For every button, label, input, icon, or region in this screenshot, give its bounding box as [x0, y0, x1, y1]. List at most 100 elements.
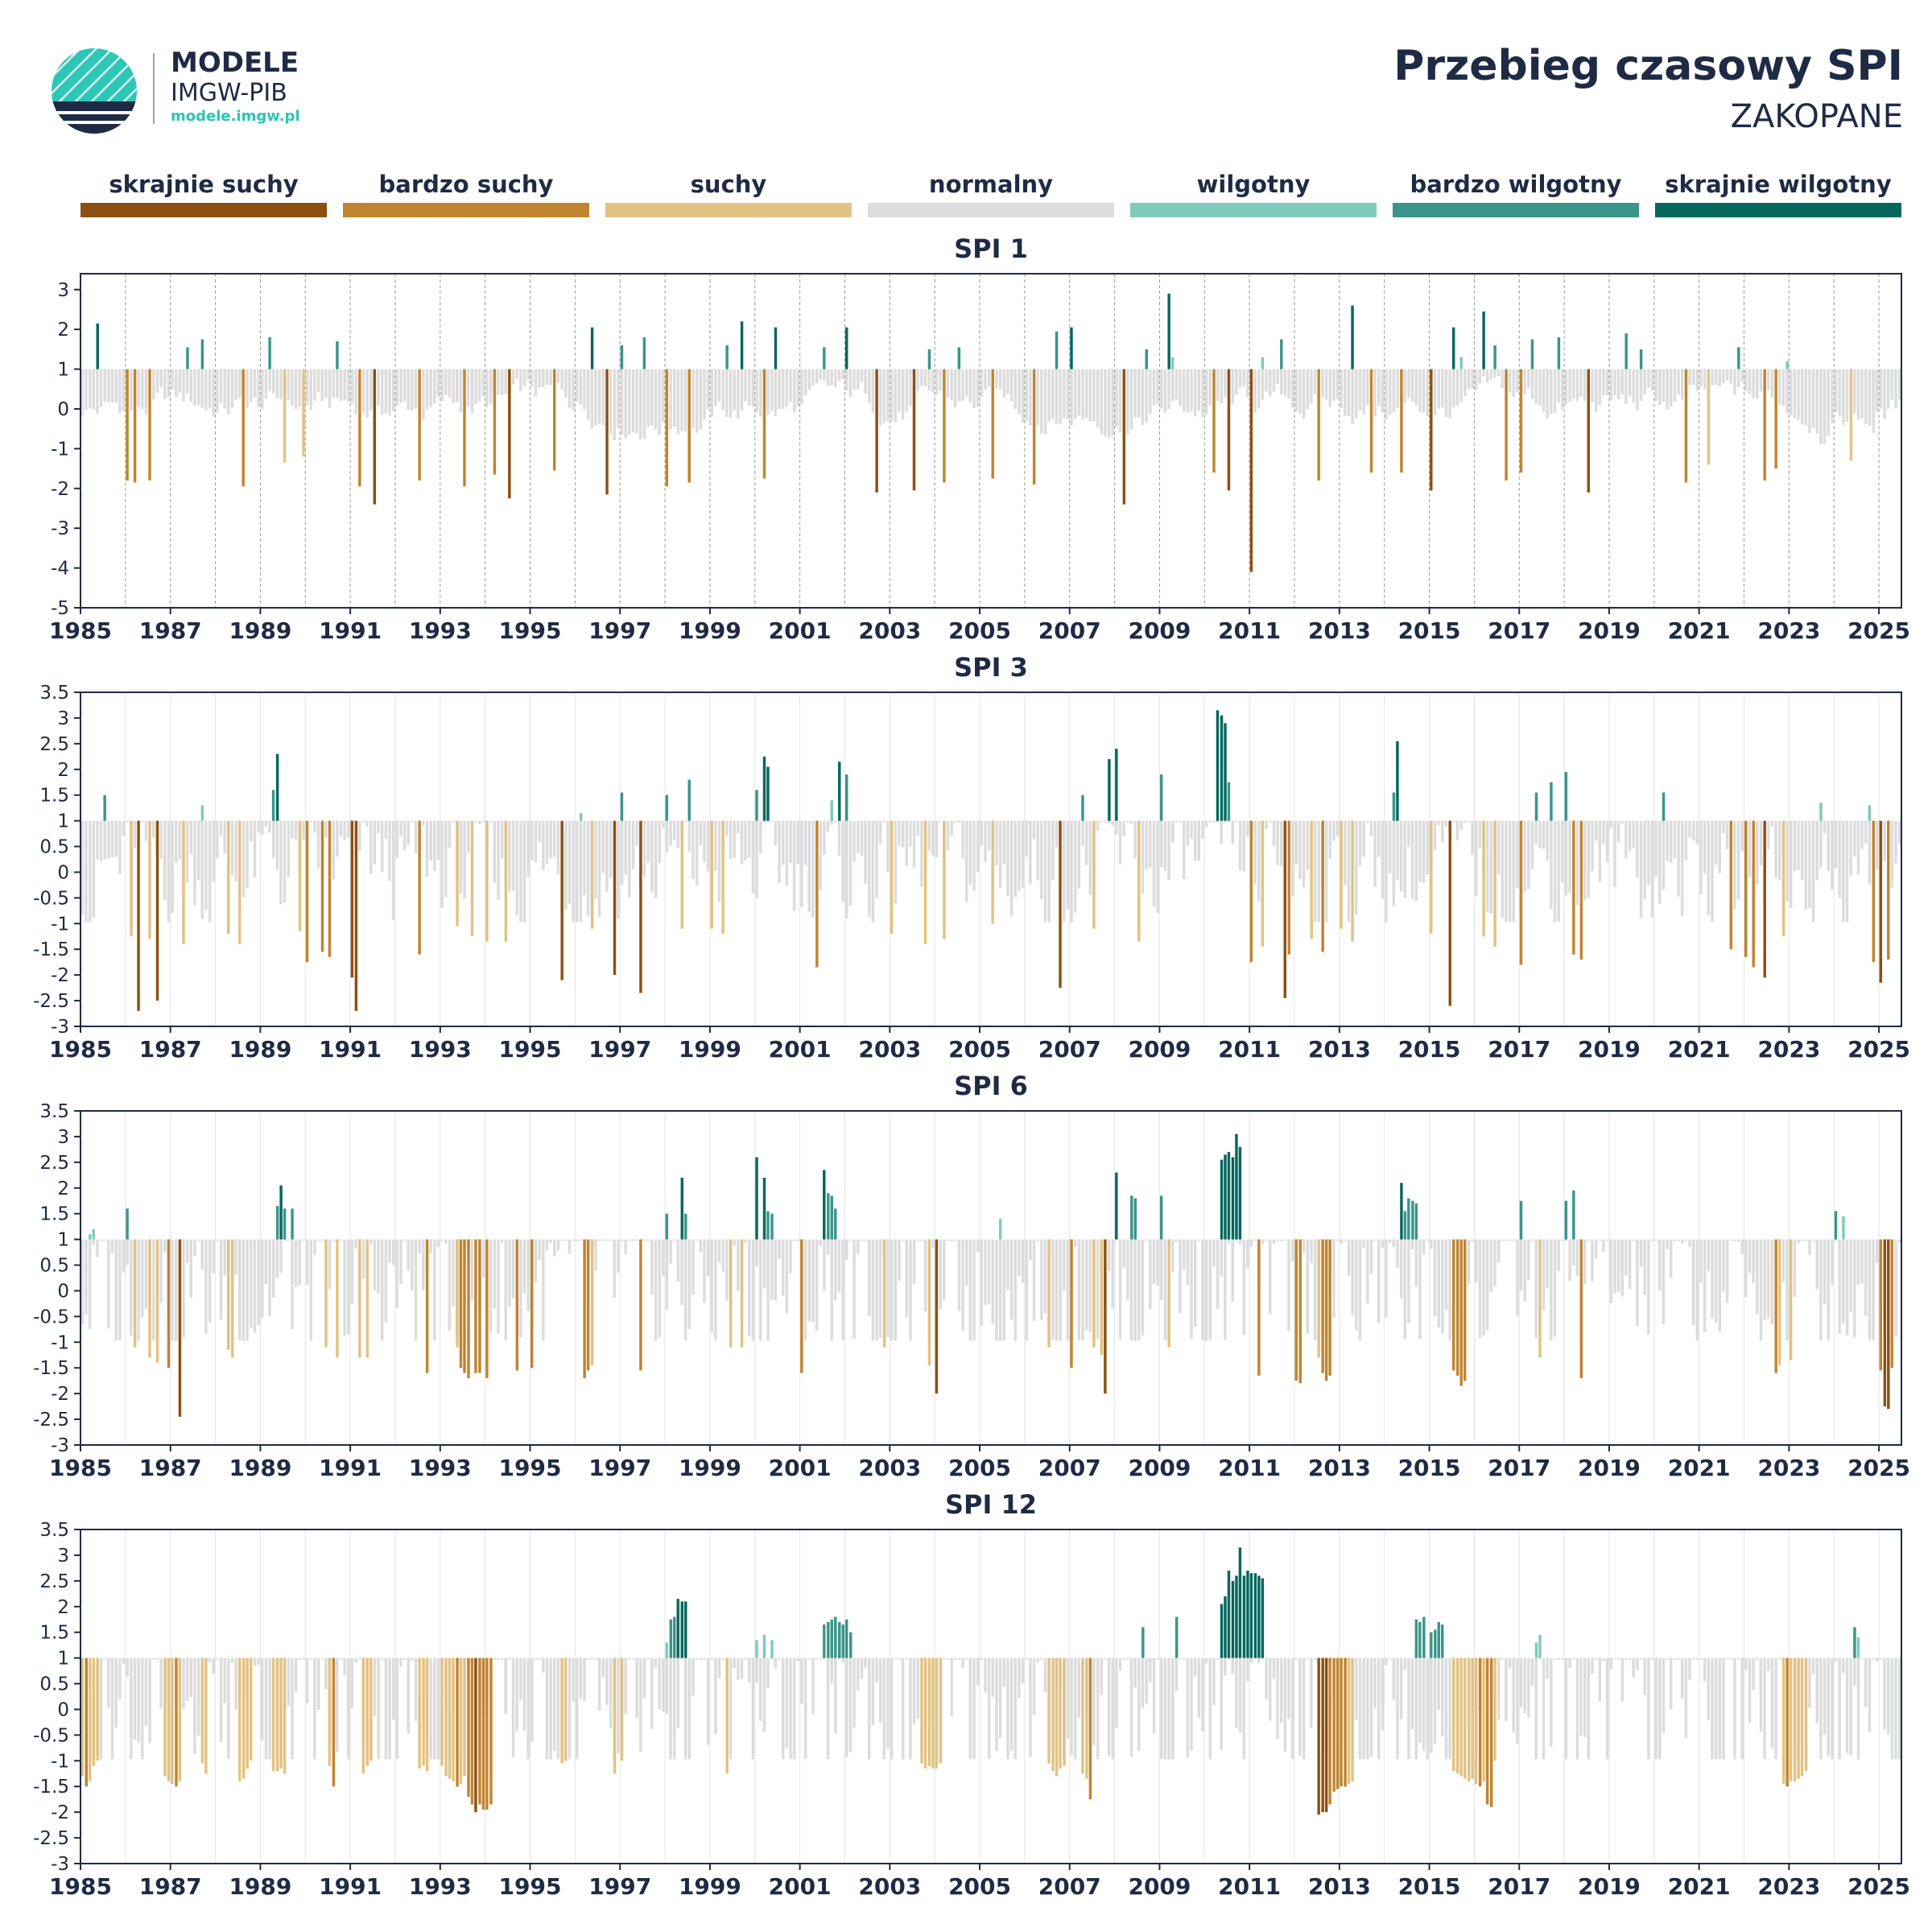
normal-bar: [1430, 1657, 1433, 1753]
normal-bar: [672, 369, 676, 427]
normal-bar: [987, 1239, 991, 1304]
normal-bar: [1009, 820, 1013, 916]
normal-bar: [1399, 1657, 1403, 1719]
normal-bar: [1002, 369, 1006, 398]
normal-bar: [261, 1657, 264, 1741]
normal-bar: [669, 820, 672, 846]
normal-bar: [126, 1657, 129, 1677]
normal-bar: [1542, 369, 1546, 412]
normal-bar: [1808, 820, 1811, 908]
normal-bar: [1448, 1239, 1451, 1341]
normal-bar: [976, 369, 980, 407]
normal-bar: [624, 369, 627, 439]
normal-bar: [658, 369, 661, 435]
normal-bar: [238, 369, 242, 398]
normal-bar: [1265, 1657, 1268, 1700]
normal-bar: [568, 1239, 572, 1254]
normal-bar: [305, 1239, 309, 1286]
x-tick-label: 2007: [1038, 1036, 1101, 1063]
normal-bar: [894, 369, 898, 423]
spi-bar: [1249, 369, 1253, 572]
normal-bar: [1767, 1239, 1770, 1319]
spi-bar: [1557, 337, 1561, 369]
normal-bar: [744, 1239, 747, 1243]
spi-bar: [1220, 1159, 1224, 1240]
y-tick-label: -3: [51, 518, 69, 539]
normal-bar: [860, 820, 864, 857]
normal-bar: [1774, 1657, 1777, 1760]
spi-bar: [1662, 792, 1666, 821]
x-tick-label: 2025: [1847, 1455, 1910, 1481]
spi-bar: [1530, 339, 1534, 369]
normal-bar: [1279, 369, 1283, 395]
normal-bar: [429, 369, 432, 407]
normal-bar: [522, 369, 526, 386]
normal-bar: [984, 1239, 987, 1306]
spi-bar: [1220, 1604, 1224, 1658]
y-tick-label: 0: [57, 862, 69, 883]
normal-bar: [1725, 820, 1729, 849]
normal-bar: [665, 1657, 669, 1715]
normal-bar: [1722, 369, 1725, 383]
spi-bar: [1853, 1627, 1856, 1658]
normal-bar: [212, 369, 215, 417]
normal-bar: [1111, 369, 1114, 436]
brand-url[interactable]: modele.imgw.pl: [171, 108, 300, 125]
normal-bar: [1508, 1657, 1512, 1669]
normal-bar: [943, 1239, 946, 1301]
spi-bar: [1294, 1239, 1298, 1381]
normal-bar: [841, 820, 844, 902]
normal-bar: [1070, 369, 1073, 426]
spi-bar: [923, 820, 927, 944]
normal-bar: [549, 1239, 552, 1244]
normal-bar: [395, 1657, 399, 1760]
normal-bar: [141, 1657, 144, 1760]
normal-bar: [1107, 820, 1111, 824]
normal-bar: [1257, 369, 1261, 409]
normal-bar: [890, 369, 894, 422]
normal-bar: [275, 1239, 279, 1278]
normal-bar: [234, 369, 237, 400]
normal-bar: [1385, 1239, 1388, 1318]
normal-bar: [1414, 820, 1418, 901]
normal-bar: [1831, 820, 1834, 890]
normal-bar: [110, 1239, 114, 1253]
normal-bar: [193, 369, 196, 407]
normal-bar: [1527, 820, 1530, 890]
normal-bar: [1452, 369, 1455, 407]
normal-bar: [1767, 1657, 1770, 1671]
spi-bar: [1430, 1632, 1433, 1658]
normal-bar: [1628, 369, 1632, 397]
normal-bar: [556, 820, 560, 875]
spi-bar: [1227, 1152, 1231, 1240]
normal-bar: [1827, 820, 1830, 871]
normal-bar: [762, 820, 766, 823]
normal-bar: [1718, 820, 1721, 874]
normal-bar: [811, 369, 815, 386]
normal-bar: [710, 369, 713, 417]
spi-bar: [766, 766, 770, 821]
normal-bar: [572, 820, 575, 923]
normal-bar: [1729, 369, 1732, 384]
normal-bar: [1695, 820, 1699, 844]
normal-bar: [579, 820, 583, 923]
x-tick-label: 2001: [769, 1455, 832, 1481]
normal-bar: [1059, 369, 1062, 424]
normal-bar: [683, 1657, 687, 1760]
normal-bar: [762, 1239, 766, 1289]
normal-bar: [1781, 369, 1785, 407]
normal-bar: [92, 820, 96, 918]
normal-bar: [1174, 1657, 1179, 1691]
normal-bar: [631, 1239, 635, 1241]
spi-bar: [478, 1239, 481, 1373]
normal-bar: [96, 369, 99, 415]
normal-bar: [759, 369, 762, 417]
normal-bar: [152, 369, 155, 400]
normal-bar: [811, 1239, 815, 1323]
normal-bar: [987, 820, 991, 851]
normal-bar: [886, 1239, 890, 1338]
normal-bar: [703, 369, 706, 419]
normal-bar: [339, 369, 343, 402]
normal-bar: [339, 820, 343, 837]
normal-bar: [1430, 1239, 1433, 1249]
